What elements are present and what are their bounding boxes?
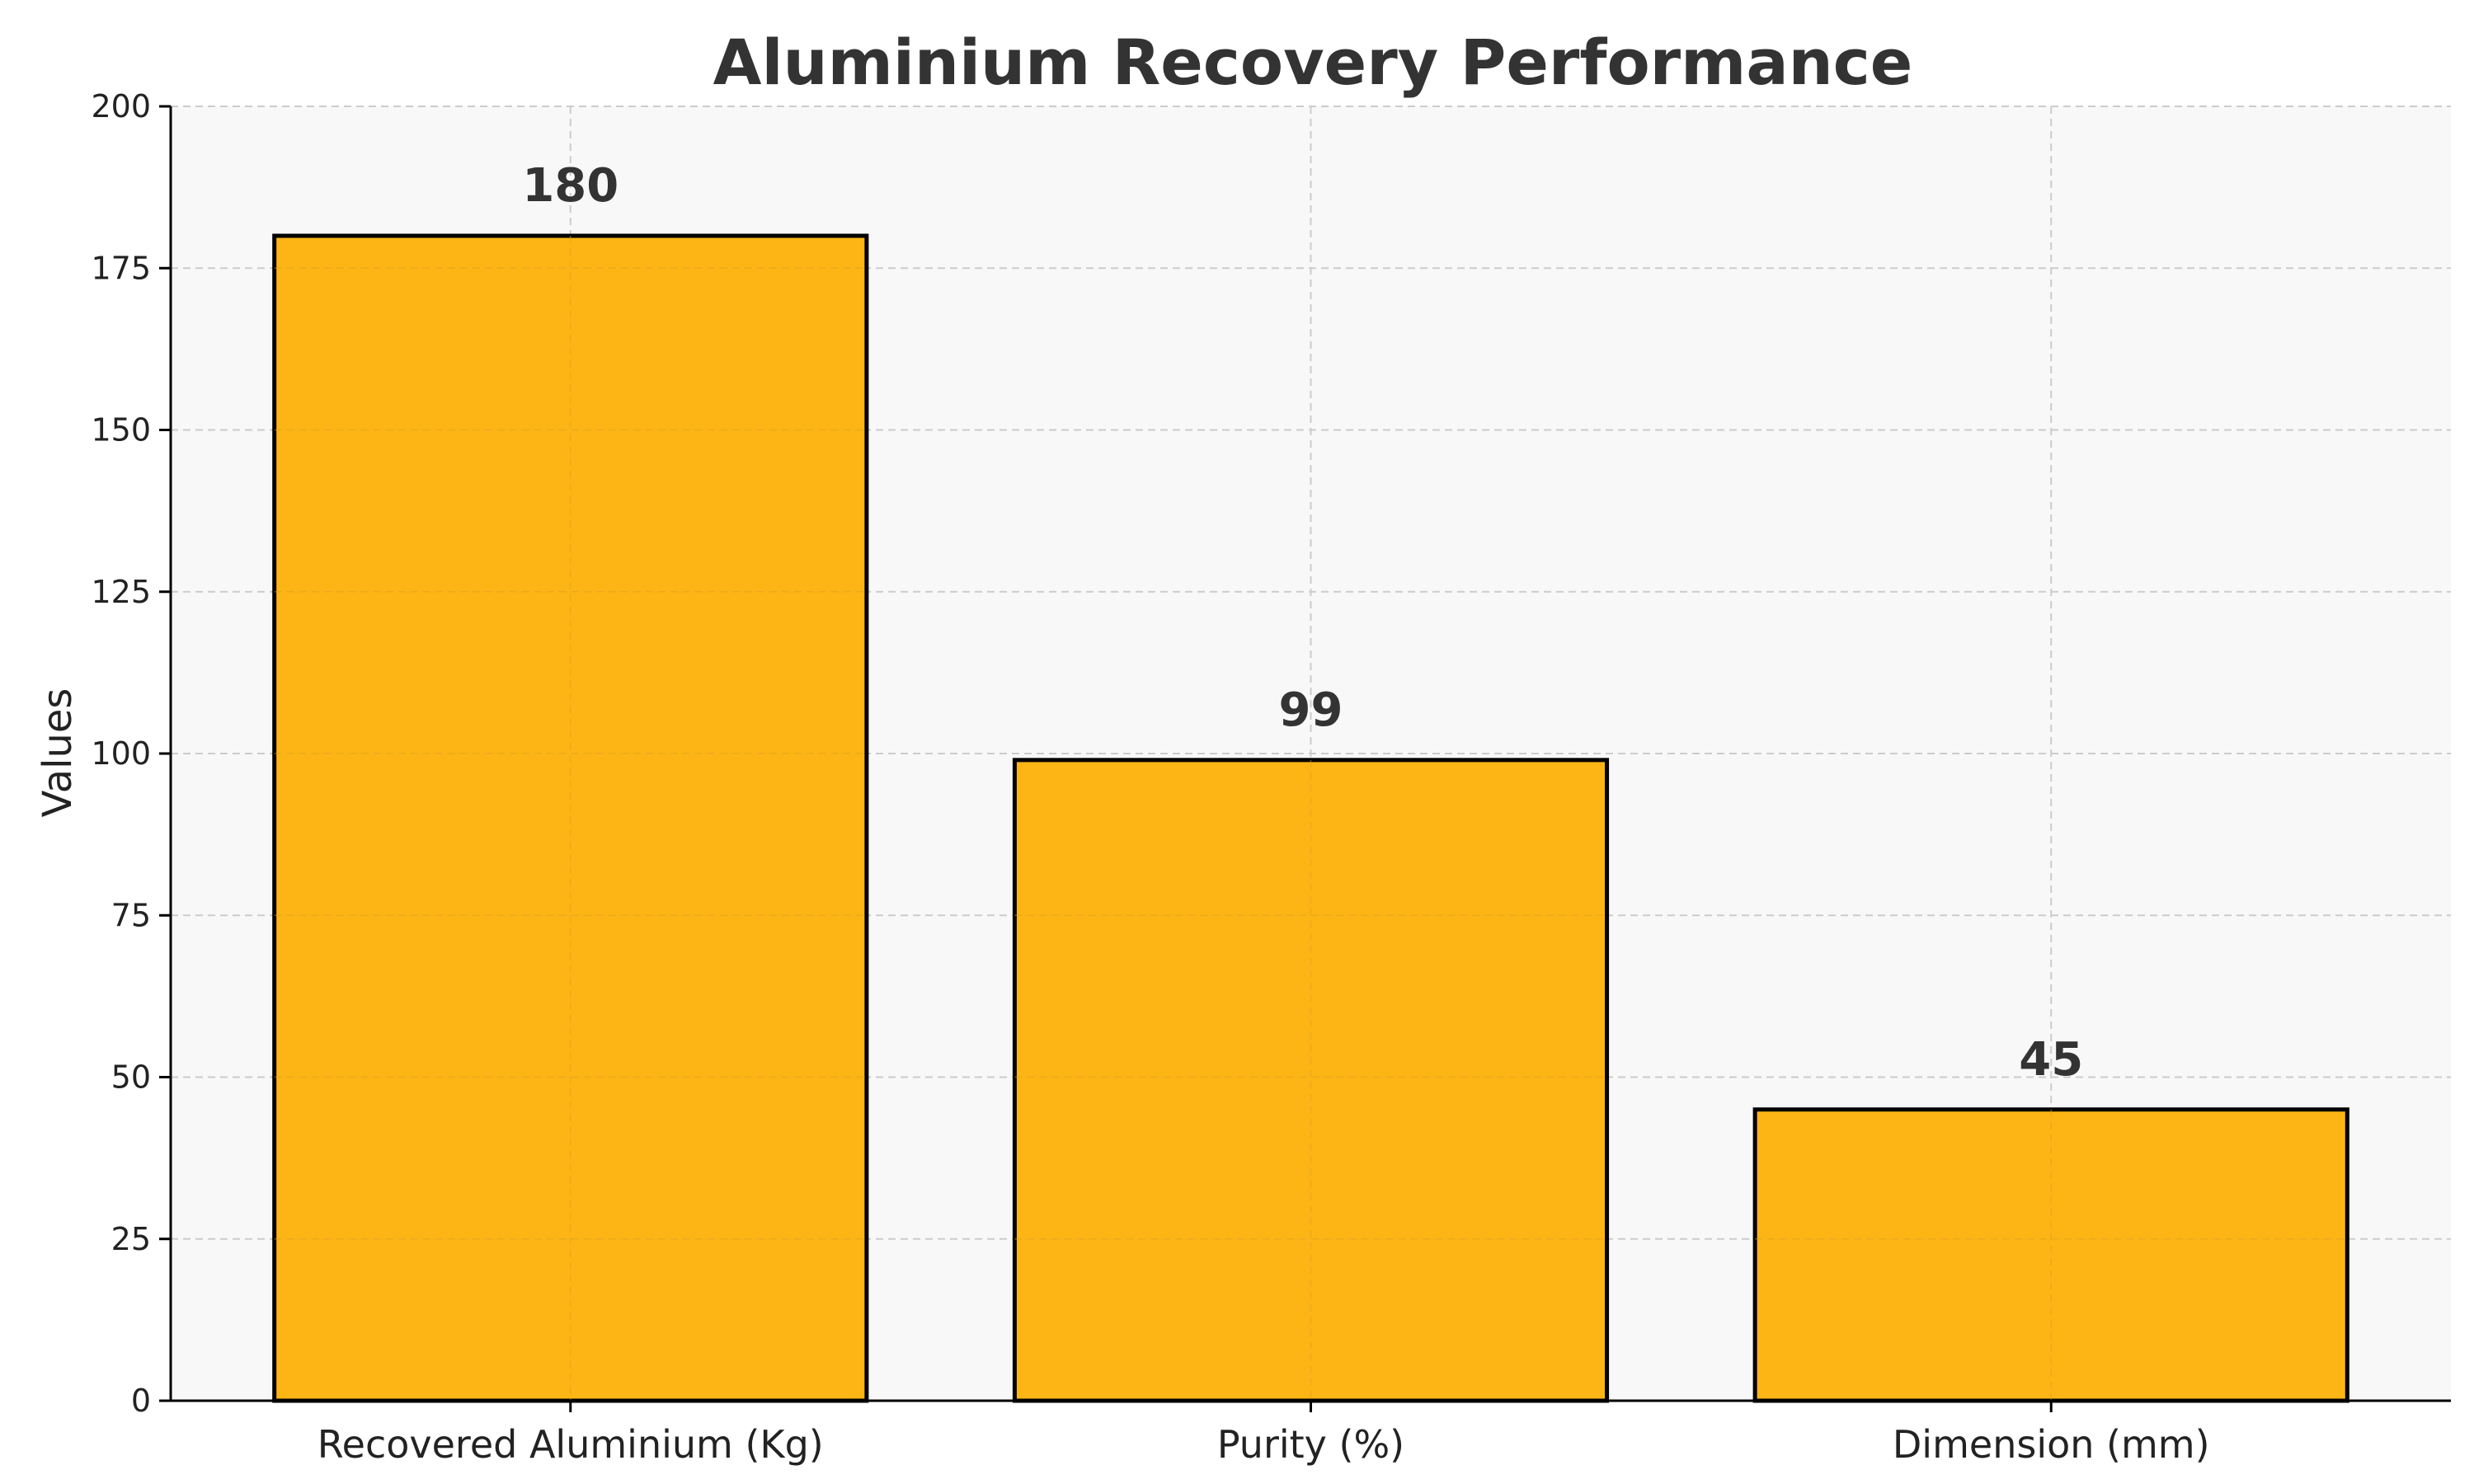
data-label: 45 [2019, 1033, 2083, 1087]
y-tick-label: 200 [91, 88, 151, 124]
y-tick-label: 25 [111, 1221, 151, 1257]
plot-area: 0 25 50 75 100 125 150 175 200 180 99 45 Recovered A… [91, 88, 2451, 1467]
y-axis-label: Values [35, 688, 81, 818]
x-tick-label: Dimension (mm) [1893, 1422, 2210, 1467]
y-tick-label: 175 [91, 250, 151, 286]
y-tick-label: 0 [131, 1383, 151, 1419]
chart-title: Aluminium Recovery Performance [713, 26, 1913, 99]
y-tick-label: 50 [111, 1059, 151, 1096]
y-tick-label: 150 [91, 412, 151, 448]
y-tick-label: 125 [91, 574, 151, 610]
y-tick-label: 100 [91, 735, 151, 772]
data-label: 180 [522, 159, 618, 213]
x-tick-label: Recovered Aluminium (Kg) [317, 1422, 824, 1467]
x-tick-label: Purity (%) [1217, 1422, 1404, 1467]
data-label: 99 [1279, 683, 1343, 737]
y-tick-label: 75 [111, 897, 151, 933]
